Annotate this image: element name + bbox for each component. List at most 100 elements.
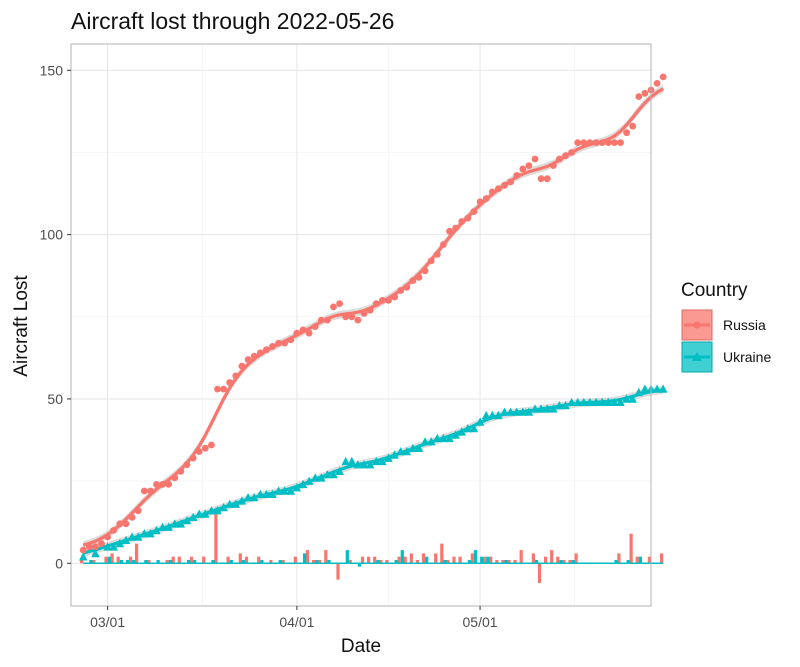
point-russia (543, 175, 551, 183)
daily-bar-russia (367, 556, 371, 564)
daily-bar-russia (397, 556, 401, 564)
point-ukraine (481, 410, 491, 420)
daily-bar-russia (324, 550, 328, 564)
point-ukraine (347, 456, 357, 466)
daily-bar-ukraine (425, 556, 429, 564)
x-axis-title: Date (341, 636, 381, 657)
point-ukraine (164, 522, 173, 531)
daily-bar-russia (128, 556, 133, 564)
point-ukraine (622, 394, 631, 403)
legend-marker-russia (693, 321, 701, 329)
point-russia (220, 385, 228, 393)
point-ukraine (323, 470, 332, 479)
daily-bar-russia (281, 560, 285, 564)
point-russia (586, 139, 594, 147)
daily-bar-russia (189, 556, 194, 564)
point-ukraine (280, 486, 289, 495)
point-russia (134, 507, 142, 515)
point-russia (299, 326, 307, 334)
point-russia (263, 346, 270, 353)
daily-bar-russia (568, 560, 572, 564)
daily-bar-russia (403, 556, 407, 564)
y-axis-title: Aircraft Lost (11, 275, 32, 377)
point-russia (366, 306, 374, 314)
daily-bar-russia (135, 543, 139, 564)
daily-bar-ukraine (473, 550, 478, 564)
point-russia (116, 520, 124, 528)
point-ukraine (298, 479, 308, 489)
daily-bar-ukraine (345, 550, 349, 564)
daily-bar-russia (147, 560, 151, 564)
point-russia (311, 323, 319, 330)
point-ukraine (127, 532, 137, 541)
point-ukraine (140, 529, 149, 538)
point-ukraine (549, 404, 558, 413)
daily-bar-russia (434, 553, 438, 564)
point-russia (562, 152, 569, 160)
daily-bar-russia (562, 560, 566, 564)
daily-bar-russia (531, 553, 535, 564)
daily-bar-russia (519, 550, 523, 564)
point-ukraine (500, 407, 509, 416)
point-russia (122, 520, 130, 528)
point-ukraine (225, 499, 234, 508)
daily-bar-ukraine (486, 556, 490, 564)
point-ukraine (262, 489, 271, 498)
point-ukraine (463, 424, 473, 433)
legend-label-ukraine: Ukraine (723, 349, 771, 365)
point-russia (104, 533, 111, 541)
point-russia (128, 513, 136, 521)
point-ukraine (201, 509, 210, 518)
point-russia (549, 162, 557, 170)
point-russia (281, 339, 289, 347)
point-russia (324, 316, 331, 324)
point-ukraine (445, 433, 454, 443)
point-ukraine (659, 384, 668, 393)
daily-bar-ukraine (260, 560, 264, 564)
point-ukraine (121, 535, 131, 544)
point-ukraine (604, 397, 613, 406)
point-russia (513, 172, 521, 179)
x-tick-label: 03/01 (90, 614, 125, 630)
daily-bar-russia (507, 560, 511, 564)
point-ukraine (652, 384, 662, 393)
point-russia (98, 540, 105, 547)
point-ukraine (311, 473, 320, 482)
point-russia (604, 139, 612, 147)
daily-bar-ukraine (187, 560, 191, 564)
daily-bar-russia (635, 556, 639, 564)
daily-bar-ukraine (241, 560, 246, 564)
point-ukraine (109, 542, 118, 551)
daily-bar-russia (629, 533, 633, 564)
daily-bar-russia (550, 550, 554, 564)
point-ukraine (579, 397, 589, 406)
point-russia (360, 310, 368, 317)
y-tick-label: 0 (55, 555, 63, 571)
point-ukraine (536, 404, 546, 413)
panel-border (70, 43, 652, 607)
point-russia (147, 487, 154, 495)
point-ukraine (506, 407, 515, 416)
daily-bar-ukraine (327, 560, 331, 564)
point-russia (232, 372, 240, 380)
point-ukraine (158, 522, 167, 531)
point-russia (165, 481, 173, 488)
daily-bar-ukraine (376, 560, 380, 564)
point-ukraine (396, 447, 405, 456)
point-russia (580, 139, 588, 147)
daily-bar-russia (293, 556, 297, 564)
point-russia (501, 181, 508, 189)
daily-bar-russia (409, 553, 413, 564)
point-ukraine (176, 519, 186, 528)
daily-bar-ukraine (394, 560, 398, 564)
point-russia (391, 293, 398, 301)
point-russia (372, 300, 380, 307)
daily-bar-russia (446, 560, 450, 564)
point-russia (409, 277, 417, 284)
daily-bar-russia (92, 560, 96, 564)
point-russia (201, 444, 209, 452)
daily-bar-ukraine (119, 560, 123, 564)
point-ukraine (274, 486, 283, 495)
daily-bar-ukraine (467, 560, 471, 564)
